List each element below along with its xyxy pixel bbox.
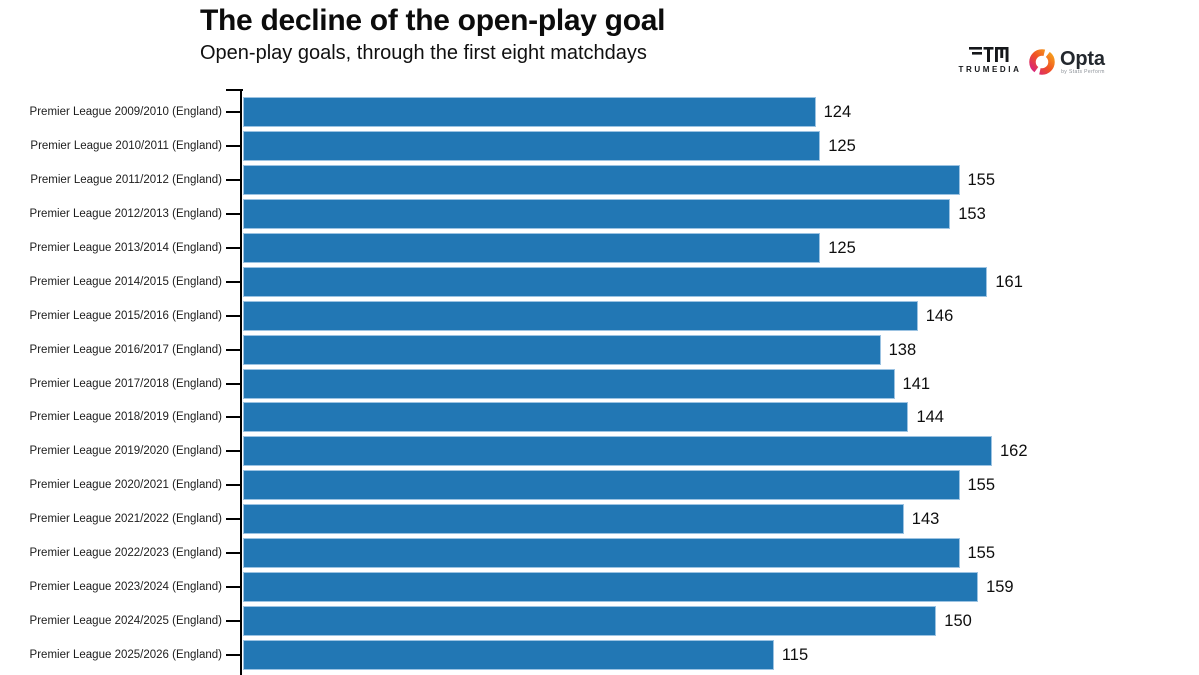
- category-label: Premier League 2016/2017 (England): [29, 343, 222, 356]
- value-label: 159: [986, 578, 1014, 597]
- y-axis-line: [240, 90, 242, 675]
- trumedia-logo: TRUMEDIA: [950, 44, 1030, 74]
- axis-tick: [226, 111, 240, 113]
- value-label: 125: [828, 238, 856, 257]
- category-label: Premier League 2014/2015 (England): [29, 275, 222, 288]
- category-label: Premier League 2019/2020 (England): [29, 445, 222, 458]
- value-label: 150: [944, 612, 972, 631]
- value-label: 155: [967, 544, 996, 563]
- bar: [243, 538, 960, 569]
- value-label: 138: [888, 340, 917, 359]
- axis-tick: [226, 620, 240, 623]
- bar: [243, 402, 909, 433]
- bar: [243, 640, 774, 671]
- axis-tick: [226, 348, 240, 351]
- category-label: Premier League 2024/2025 (England): [29, 615, 222, 628]
- value-label: 125: [828, 136, 856, 155]
- opta-ring-icon: [1029, 49, 1055, 75]
- bar: [243, 164, 960, 195]
- value-label: 161: [995, 272, 1023, 291]
- bar: [243, 266, 988, 297]
- axis-tick: [226, 450, 240, 453]
- category-label: Premier League 2012/2013 (England): [29, 207, 222, 220]
- category-label: Premier League 2023/2024 (England): [29, 581, 222, 594]
- bar: [243, 368, 895, 399]
- chart-title: The decline of the open-play goal: [200, 4, 666, 37]
- axis-tick: [226, 144, 240, 147]
- axis-tick: [226, 280, 240, 283]
- category-label: Premier League 2022/2023 (England): [29, 547, 222, 560]
- category-label: Premier League 2011/2012 (England): [30, 173, 222, 186]
- bar: [243, 504, 904, 535]
- axis-tick: [226, 212, 240, 215]
- bar: [243, 572, 979, 603]
- value-label: 155: [967, 476, 996, 495]
- bar: [243, 130, 821, 161]
- value-label: 144: [916, 408, 944, 427]
- axis-tick: [226, 314, 240, 317]
- bar: [243, 606, 937, 637]
- value-label: 153: [958, 204, 986, 223]
- category-label: Premier League 2018/2019 (England): [29, 411, 222, 424]
- value-label: 124: [823, 103, 852, 121]
- bar: [243, 436, 992, 467]
- axis-tick: [226, 484, 240, 487]
- axis-tick: [226, 552, 240, 555]
- value-label: 143: [911, 510, 940, 529]
- bar: [243, 198, 951, 229]
- axis-tick: [226, 178, 240, 181]
- bar: [243, 334, 881, 365]
- axis-tick: [226, 416, 240, 419]
- trumedia-mark-icon: [969, 47, 1009, 62]
- opta-wordmark: Opta: [1060, 47, 1105, 70]
- category-label: Premier League 2013/2014 (England): [29, 241, 222, 254]
- axis-tick: [226, 518, 240, 521]
- axis-tick: [226, 654, 240, 657]
- value-label: 155: [967, 170, 996, 189]
- category-label: Premier League 2020/2021 (England): [29, 479, 222, 492]
- value-label: 146: [925, 306, 954, 325]
- value-label: 162: [1000, 442, 1028, 461]
- axis-tick: [226, 382, 240, 385]
- opta-tagline: by Stats Perform: [1061, 68, 1105, 75]
- category-label: Premier League 2021/2022 (England): [29, 513, 222, 526]
- value-label: 115: [781, 646, 809, 665]
- category-label: Premier League 2025/2026 (England): [29, 649, 222, 662]
- bar: [243, 300, 918, 331]
- bar: [243, 470, 960, 501]
- chart-subtitle: Open-play goals, through the first eight…: [200, 42, 647, 64]
- category-label: Premier League 2010/2011 (England): [30, 139, 222, 152]
- category-label: Premier League 2009/2010 (England): [29, 106, 222, 118]
- y-axis-cap-tick: [226, 89, 243, 91]
- axis-tick: [226, 586, 240, 589]
- opta-logo: Opta by Stats Perform: [1028, 46, 1105, 78]
- value-label: 141: [902, 374, 931, 393]
- category-label: Premier League 2015/2016 (England): [29, 309, 222, 322]
- bar: [243, 232, 821, 263]
- category-label: Premier League 2017/2018 (England): [29, 377, 222, 390]
- bar: [243, 97, 816, 127]
- trumedia-wordmark: TRUMEDIA: [958, 65, 1022, 74]
- axis-tick: [226, 246, 240, 249]
